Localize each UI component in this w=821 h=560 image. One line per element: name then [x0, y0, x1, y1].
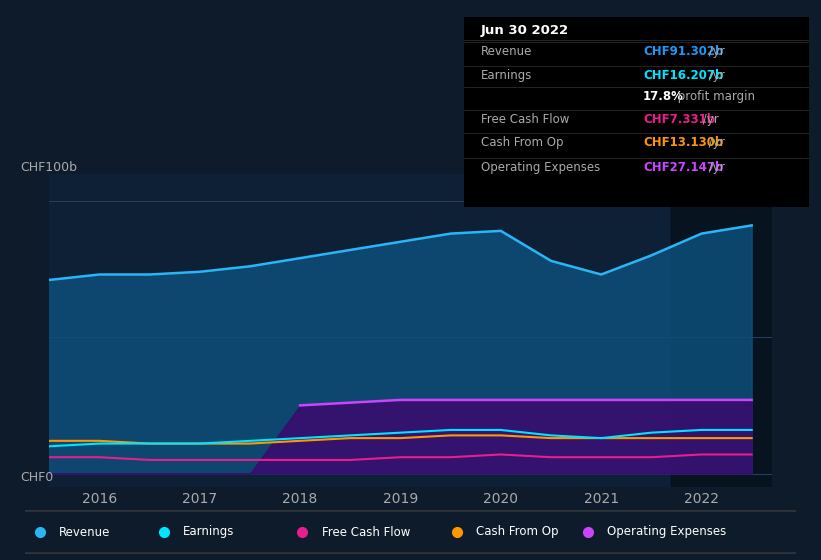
Text: Free Cash Flow: Free Cash Flow — [322, 525, 410, 539]
Text: 17.8%: 17.8% — [643, 90, 684, 103]
Text: Earnings: Earnings — [183, 525, 234, 539]
Text: Operating Expenses: Operating Expenses — [481, 161, 600, 174]
Text: /yr: /yr — [705, 45, 725, 58]
Text: profit margin: profit margin — [674, 90, 755, 103]
Text: /yr: /yr — [705, 69, 725, 82]
Text: /yr: /yr — [699, 113, 718, 126]
Text: Revenue: Revenue — [59, 525, 111, 539]
Text: Cash From Op: Cash From Op — [481, 136, 563, 149]
Text: /yr: /yr — [705, 136, 725, 149]
Text: Free Cash Flow: Free Cash Flow — [481, 113, 570, 126]
Text: Revenue: Revenue — [481, 45, 533, 58]
Text: Jun 30 2022: Jun 30 2022 — [481, 24, 569, 36]
Text: CHF0: CHF0 — [21, 471, 53, 484]
Text: CHF100b: CHF100b — [21, 161, 77, 174]
Text: CHF91.302b: CHF91.302b — [643, 45, 723, 58]
Text: CHF7.331b: CHF7.331b — [643, 113, 715, 126]
Text: CHF27.147b: CHF27.147b — [643, 161, 723, 174]
Bar — [672, 174, 772, 487]
Text: /yr: /yr — [705, 161, 725, 174]
Text: Operating Expenses: Operating Expenses — [608, 525, 727, 539]
Text: Cash From Op: Cash From Op — [476, 525, 558, 539]
Text: CHF16.207b: CHF16.207b — [643, 69, 723, 82]
Text: Earnings: Earnings — [481, 69, 533, 82]
Text: CHF13.130b: CHF13.130b — [643, 136, 723, 149]
